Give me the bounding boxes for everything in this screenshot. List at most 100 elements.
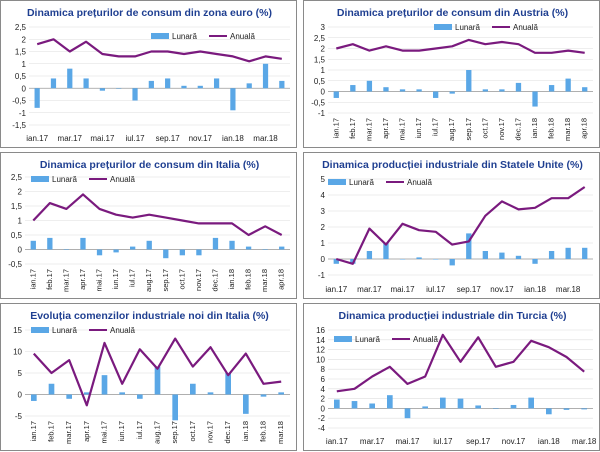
bar-monthly (113, 249, 119, 253)
legend-label-monthly: Lunară (349, 178, 374, 187)
x-tick-label: mar.18 (572, 437, 597, 446)
bar-monthly (333, 91, 339, 98)
bar-monthly (96, 249, 103, 256)
bar-monthly (565, 78, 571, 92)
y-tick-label: 2,5 (314, 34, 326, 43)
bar-monthly (30, 240, 36, 250)
bar-monthly (116, 88, 122, 89)
bar-monthly (548, 251, 555, 259)
y-tick-label: 10 (316, 355, 325, 364)
y-tick-label: -5 (15, 412, 23, 421)
x-tick-label: ian.17 (331, 118, 340, 138)
x-tick-label: mar.18 (556, 285, 581, 294)
x-tick-label: dec.17 (210, 269, 219, 292)
x-tick-label: aug.17 (144, 269, 153, 292)
bar-monthly (466, 70, 472, 92)
chart-title: Dinamica prețurilor de consum din zona e… (27, 7, 272, 19)
bar-monthly (154, 366, 161, 395)
bar-monthly (499, 89, 505, 92)
x-tick-label: feb.17 (348, 118, 357, 139)
chart-svg-italia: Dinamica prețurilor de consum din Italia… (8, 159, 290, 292)
bar-monthly (230, 88, 236, 111)
x-tick-label: ian.17 (326, 437, 348, 446)
chart-title: Dinamica prețurilor de consum din Austri… (337, 7, 568, 19)
y-tick-label: 2 (321, 223, 326, 232)
bar-monthly (333, 259, 339, 264)
x-tick-label: ian.18 (538, 437, 560, 446)
x-tick-label: mar.18 (260, 269, 269, 292)
y-tick-label: 4 (321, 385, 326, 394)
x-tick-label: mar.17 (357, 285, 382, 294)
legend-swatch-monthly (31, 176, 49, 182)
x-tick-label: apr.17 (78, 269, 87, 290)
legend-swatch-monthly (328, 179, 346, 185)
bar-monthly (466, 233, 472, 259)
x-tick-label: ian.17 (26, 134, 48, 143)
x-tick-label: mai.17 (95, 269, 104, 292)
line-annual (32, 193, 283, 237)
bar-monthly (172, 394, 178, 421)
legend-label-monthly: Lunară (52, 326, 77, 335)
y-tick-label: 0 (22, 84, 27, 93)
x-tick-label: mar.17 (64, 421, 73, 444)
x-tick-label: ian.17 (325, 285, 347, 294)
bar-monthly (278, 392, 284, 395)
x-tick-label: mar.17 (360, 437, 385, 446)
bar-monthly (130, 246, 136, 250)
x-tick-label: iul.17 (433, 437, 453, 446)
chart-panel-comenzi-italia: Evoluția comenzilor industriale noi din … (0, 303, 297, 451)
x-tick-label: iun.17 (111, 269, 120, 289)
line-annual (36, 38, 282, 63)
bar-monthly (101, 375, 108, 395)
x-tick-label: ian.17 (29, 421, 38, 441)
chart-title: Dinamica producției industriale din Stat… (322, 159, 583, 171)
bar-monthly (48, 383, 55, 395)
bar-monthly (582, 247, 588, 259)
x-tick-label: nov.17 (502, 437, 526, 446)
chart-svg-euro: Dinamica prețurilor de consum din zona e… (12, 7, 290, 143)
legend-label-monthly: Lunară (172, 32, 197, 41)
bar-monthly (493, 408, 499, 409)
bar-monthly (67, 68, 73, 89)
chart-svg-austria: Dinamica prețurilor de consum din Austri… (311, 7, 593, 141)
x-tick-label: iul.17 (426, 285, 446, 294)
y-tick-label: 0 (18, 246, 23, 255)
x-tick-label: ian.18 (530, 118, 539, 138)
bar-monthly (197, 85, 203, 89)
bar-monthly (528, 397, 534, 409)
bar-monthly (31, 394, 37, 401)
bar-monthly (449, 259, 455, 266)
bar-monthly (212, 237, 219, 250)
bar-monthly (581, 408, 587, 410)
bar-monthly (334, 399, 340, 409)
x-tick-label: mai.17 (391, 285, 416, 294)
y-tick-label: 5 (321, 175, 326, 184)
bar-monthly (532, 91, 538, 107)
y-tick-label: 1 (18, 217, 23, 226)
x-tick-label: feb.17 (45, 269, 54, 290)
bar-monthly (262, 249, 268, 250)
y-tick-label: 15 (13, 326, 22, 335)
x-tick-label: nov.17 (497, 118, 506, 140)
y-tick-label: 0,5 (314, 77, 326, 86)
bar-monthly (225, 373, 231, 395)
legend-label-monthly: Lunară (455, 23, 480, 32)
bar-monthly (148, 80, 154, 89)
y-tick-label: 0,5 (11, 231, 23, 240)
x-tick-label: feb.17 (47, 421, 56, 442)
bar-monthly (515, 82, 522, 92)
x-tick-label: iul.17 (128, 269, 137, 287)
bar-monthly (146, 240, 152, 250)
bar-monthly (366, 80, 373, 92)
x-tick-label: mar.18 (253, 134, 278, 143)
x-tick-label: mar.18 (563, 118, 572, 141)
bar-monthly (350, 85, 356, 92)
y-tick-label: -1 (318, 109, 326, 118)
y-tick-label: 1 (321, 239, 326, 248)
x-tick-label: mai.17 (398, 118, 407, 141)
bar-monthly (99, 88, 106, 91)
legend-label-annual: Anuală (407, 178, 432, 187)
x-tick-label: mar.17 (61, 269, 70, 292)
chart-svg-turcia: Dinamica producției industriale din Turc… (316, 310, 597, 446)
x-tick-label: oct.17 (188, 421, 197, 441)
